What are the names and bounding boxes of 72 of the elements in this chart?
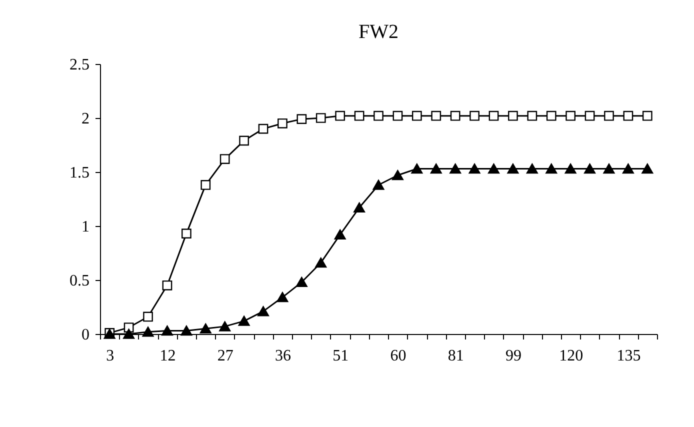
- point: [431, 110, 442, 121]
- point: [508, 110, 518, 121]
- point: [180, 326, 192, 336]
- point: [642, 110, 652, 121]
- x-tick-label: 51: [332, 348, 349, 364]
- point: [238, 316, 250, 326]
- point: [450, 164, 461, 174]
- point: [527, 110, 538, 121]
- point: [373, 180, 384, 190]
- y-tick-label: 2.5: [70, 56, 90, 74]
- point: [315, 258, 326, 268]
- point: [200, 180, 211, 190]
- point: [316, 113, 326, 123]
- x-tick-label: 3: [106, 348, 114, 364]
- point: [219, 322, 230, 332]
- x-tick-label: 135: [616, 348, 641, 364]
- point: [488, 164, 500, 174]
- x-tick-label: 81: [448, 348, 464, 364]
- x-tick-label: 36: [274, 348, 291, 364]
- point: [296, 114, 307, 124]
- point: [450, 110, 460, 121]
- point: [296, 277, 308, 288]
- point: [622, 164, 634, 174]
- point: [200, 324, 212, 334]
- point: [354, 110, 364, 121]
- x-tick-label: 27: [217, 348, 234, 364]
- point: [392, 170, 404, 180]
- point: [278, 118, 288, 128]
- point: [565, 164, 576, 174]
- point: [392, 110, 403, 121]
- point: [584, 110, 595, 121]
- point: [430, 164, 442, 174]
- point: [642, 164, 653, 174]
- x-tick-label: 60: [390, 348, 406, 364]
- point: [488, 110, 499, 121]
- x-tick-label: 99: [505, 348, 522, 364]
- chart-title: FW2: [358, 21, 398, 43]
- point: [239, 136, 249, 146]
- point: [546, 110, 556, 121]
- point: [604, 164, 614, 174]
- point: [142, 326, 154, 337]
- x-tick-label: 120: [559, 348, 584, 364]
- point: [507, 164, 518, 174]
- point: [470, 110, 480, 121]
- point: [623, 110, 634, 121]
- point: [335, 110, 346, 121]
- y-tick-label: 2: [82, 110, 90, 128]
- point: [546, 164, 557, 174]
- y-tick-label: 1.5: [70, 164, 90, 182]
- point: [412, 110, 422, 121]
- point: [566, 110, 576, 121]
- point: [354, 202, 365, 213]
- y-tick-label: 1: [82, 218, 90, 236]
- point: [526, 164, 538, 174]
- point: [123, 329, 134, 339]
- point: [469, 164, 480, 174]
- point: [374, 110, 384, 121]
- point: [258, 124, 268, 134]
- y-tick-label: 0: [82, 326, 90, 344]
- point: [162, 280, 172, 290]
- point: [584, 164, 596, 174]
- point: [258, 306, 269, 316]
- point: [411, 164, 422, 174]
- y-tick-label: 0.5: [70, 272, 90, 290]
- point: [162, 326, 173, 336]
- point: [276, 292, 288, 302]
- point: [182, 228, 192, 238]
- point: [604, 110, 614, 121]
- point: [143, 312, 153, 322]
- x-tick-label: 12: [160, 348, 176, 364]
- point: [220, 154, 230, 164]
- point: [334, 230, 346, 240]
